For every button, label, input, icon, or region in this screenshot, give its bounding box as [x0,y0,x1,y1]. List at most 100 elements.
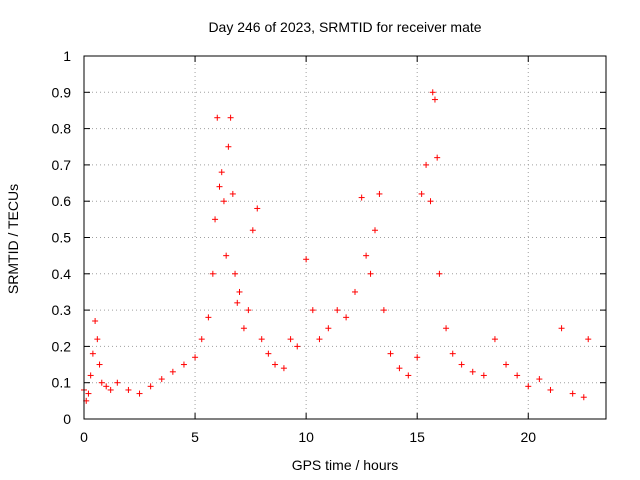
data-point [220,198,227,205]
y-tick-label: 0.5 [52,230,72,246]
data-point [387,350,394,357]
y-tick-label: 0.1 [52,375,72,391]
data-point [491,336,498,343]
x-tick-label: 20 [520,429,536,445]
data-point [429,89,436,96]
data-point [423,161,430,168]
data-point [316,336,323,343]
data-point [569,390,576,397]
data-point [214,114,221,121]
data-point [240,325,247,332]
data-point [272,361,279,368]
data-point [209,270,216,277]
data-point [449,350,456,357]
data-point [514,372,521,379]
data-point [414,354,421,361]
y-tick-label: 0.2 [52,338,72,354]
data-point [92,317,99,324]
data-point [114,379,121,386]
data-point [96,361,103,368]
y-tick-label: 0.7 [52,157,72,173]
data-point [158,376,165,383]
x-tick-label: 5 [191,429,199,445]
data-point [85,390,92,397]
data-point [180,361,187,368]
y-tick-label: 0 [63,411,71,427]
y-tick-label: 1 [63,48,71,64]
data-point [536,376,543,383]
data-point [280,365,287,372]
data-point [227,114,234,121]
data-point [558,325,565,332]
data-point [469,368,476,375]
data-point [212,216,219,223]
data-point [136,390,143,397]
x-axis-label: GPS time / hours [292,457,399,473]
data-point [249,227,256,234]
data-point [229,190,236,197]
data-point [125,386,132,393]
data-point [87,372,94,379]
data-point [367,270,374,277]
y-tick-label: 0.9 [52,84,72,100]
data-points [81,89,592,404]
data-point [147,383,154,390]
data-point [254,205,261,212]
data-point [358,194,365,201]
data-point [363,252,370,259]
data-point [89,350,96,357]
chart-title: Day 246 of 2023, SRMTID for receiver mat… [208,19,481,35]
x-tick-label: 0 [80,429,88,445]
data-point [436,270,443,277]
data-point [294,343,301,350]
data-point [427,198,434,205]
data-point [216,183,223,190]
y-tick-label: 0.6 [52,193,72,209]
data-point [376,190,383,197]
data-point [103,383,110,390]
data-point [265,350,272,357]
data-point [525,383,532,390]
data-point [458,361,465,368]
y-tick-label: 0.4 [52,266,72,282]
data-point [431,96,438,103]
data-point [405,372,412,379]
axis-ticks: 00.10.20.30.40.50.60.70.80.910 5 10 15 20 [52,48,606,445]
data-point [198,336,205,343]
data-point [245,307,252,314]
data-point [309,307,316,314]
data-point [232,270,239,277]
x-tick-label: 10 [298,429,314,445]
data-point [585,336,592,343]
data-point [434,154,441,161]
data-point [351,288,358,295]
data-point [343,314,350,321]
data-point [225,143,232,150]
plot-frame [83,55,607,420]
data-point [192,354,199,361]
data-point [480,372,487,379]
data-point [303,256,310,263]
data-point [418,190,425,197]
data-point [325,325,332,332]
data-point [205,314,212,321]
data-point [107,386,114,393]
data-point [580,394,587,401]
data-point [94,336,101,343]
data-point [258,336,265,343]
data-point [396,365,403,372]
y-tick-label: 0.8 [52,121,72,137]
grid [84,56,606,419]
data-point [443,325,450,332]
data-point [334,307,341,314]
data-point [287,336,294,343]
data-point [236,288,243,295]
data-point [98,379,105,386]
x-tick-label: 15 [409,429,425,445]
y-axis-label: SRMTID / TECUs [5,184,21,294]
data-point [380,307,387,314]
data-point [169,368,176,375]
data-point [547,386,554,393]
data-point [234,299,241,306]
